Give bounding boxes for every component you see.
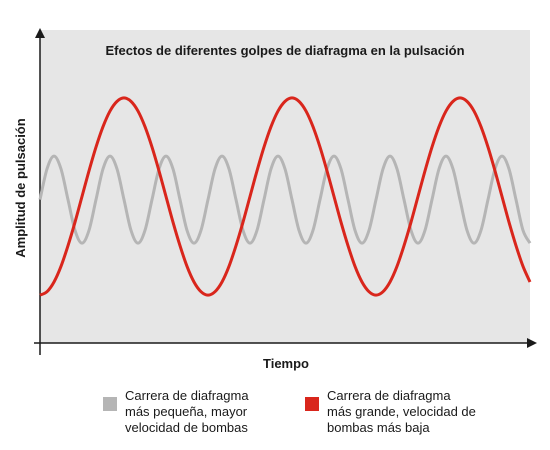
legend-item: Carrera de diafragma más grande, velocid… [305,388,505,436]
line [39,96,532,297]
x-axis-arrow [527,338,537,348]
legend-swatch [305,397,319,411]
chart-title: Efectos de diferentes golpes de diafragm… [105,43,464,58]
y-axis-arrow [35,28,45,38]
legend-label: Carrera de diafragma más grande, velocid… [327,388,476,435]
lines [38,96,532,297]
y-axis-label: Amplitud de pulsación [13,118,28,257]
x-axis-label: Tiempo [263,356,309,371]
line [38,154,532,245]
legend-item: Carrera de diafragma más pequeña, mayor … [103,388,293,436]
chart: Efectos de diferentes golpes de diafragm… [13,28,537,371]
legend-label: Carrera de diafragma más pequeña, mayor … [125,388,249,435]
legend-swatch [103,397,117,411]
